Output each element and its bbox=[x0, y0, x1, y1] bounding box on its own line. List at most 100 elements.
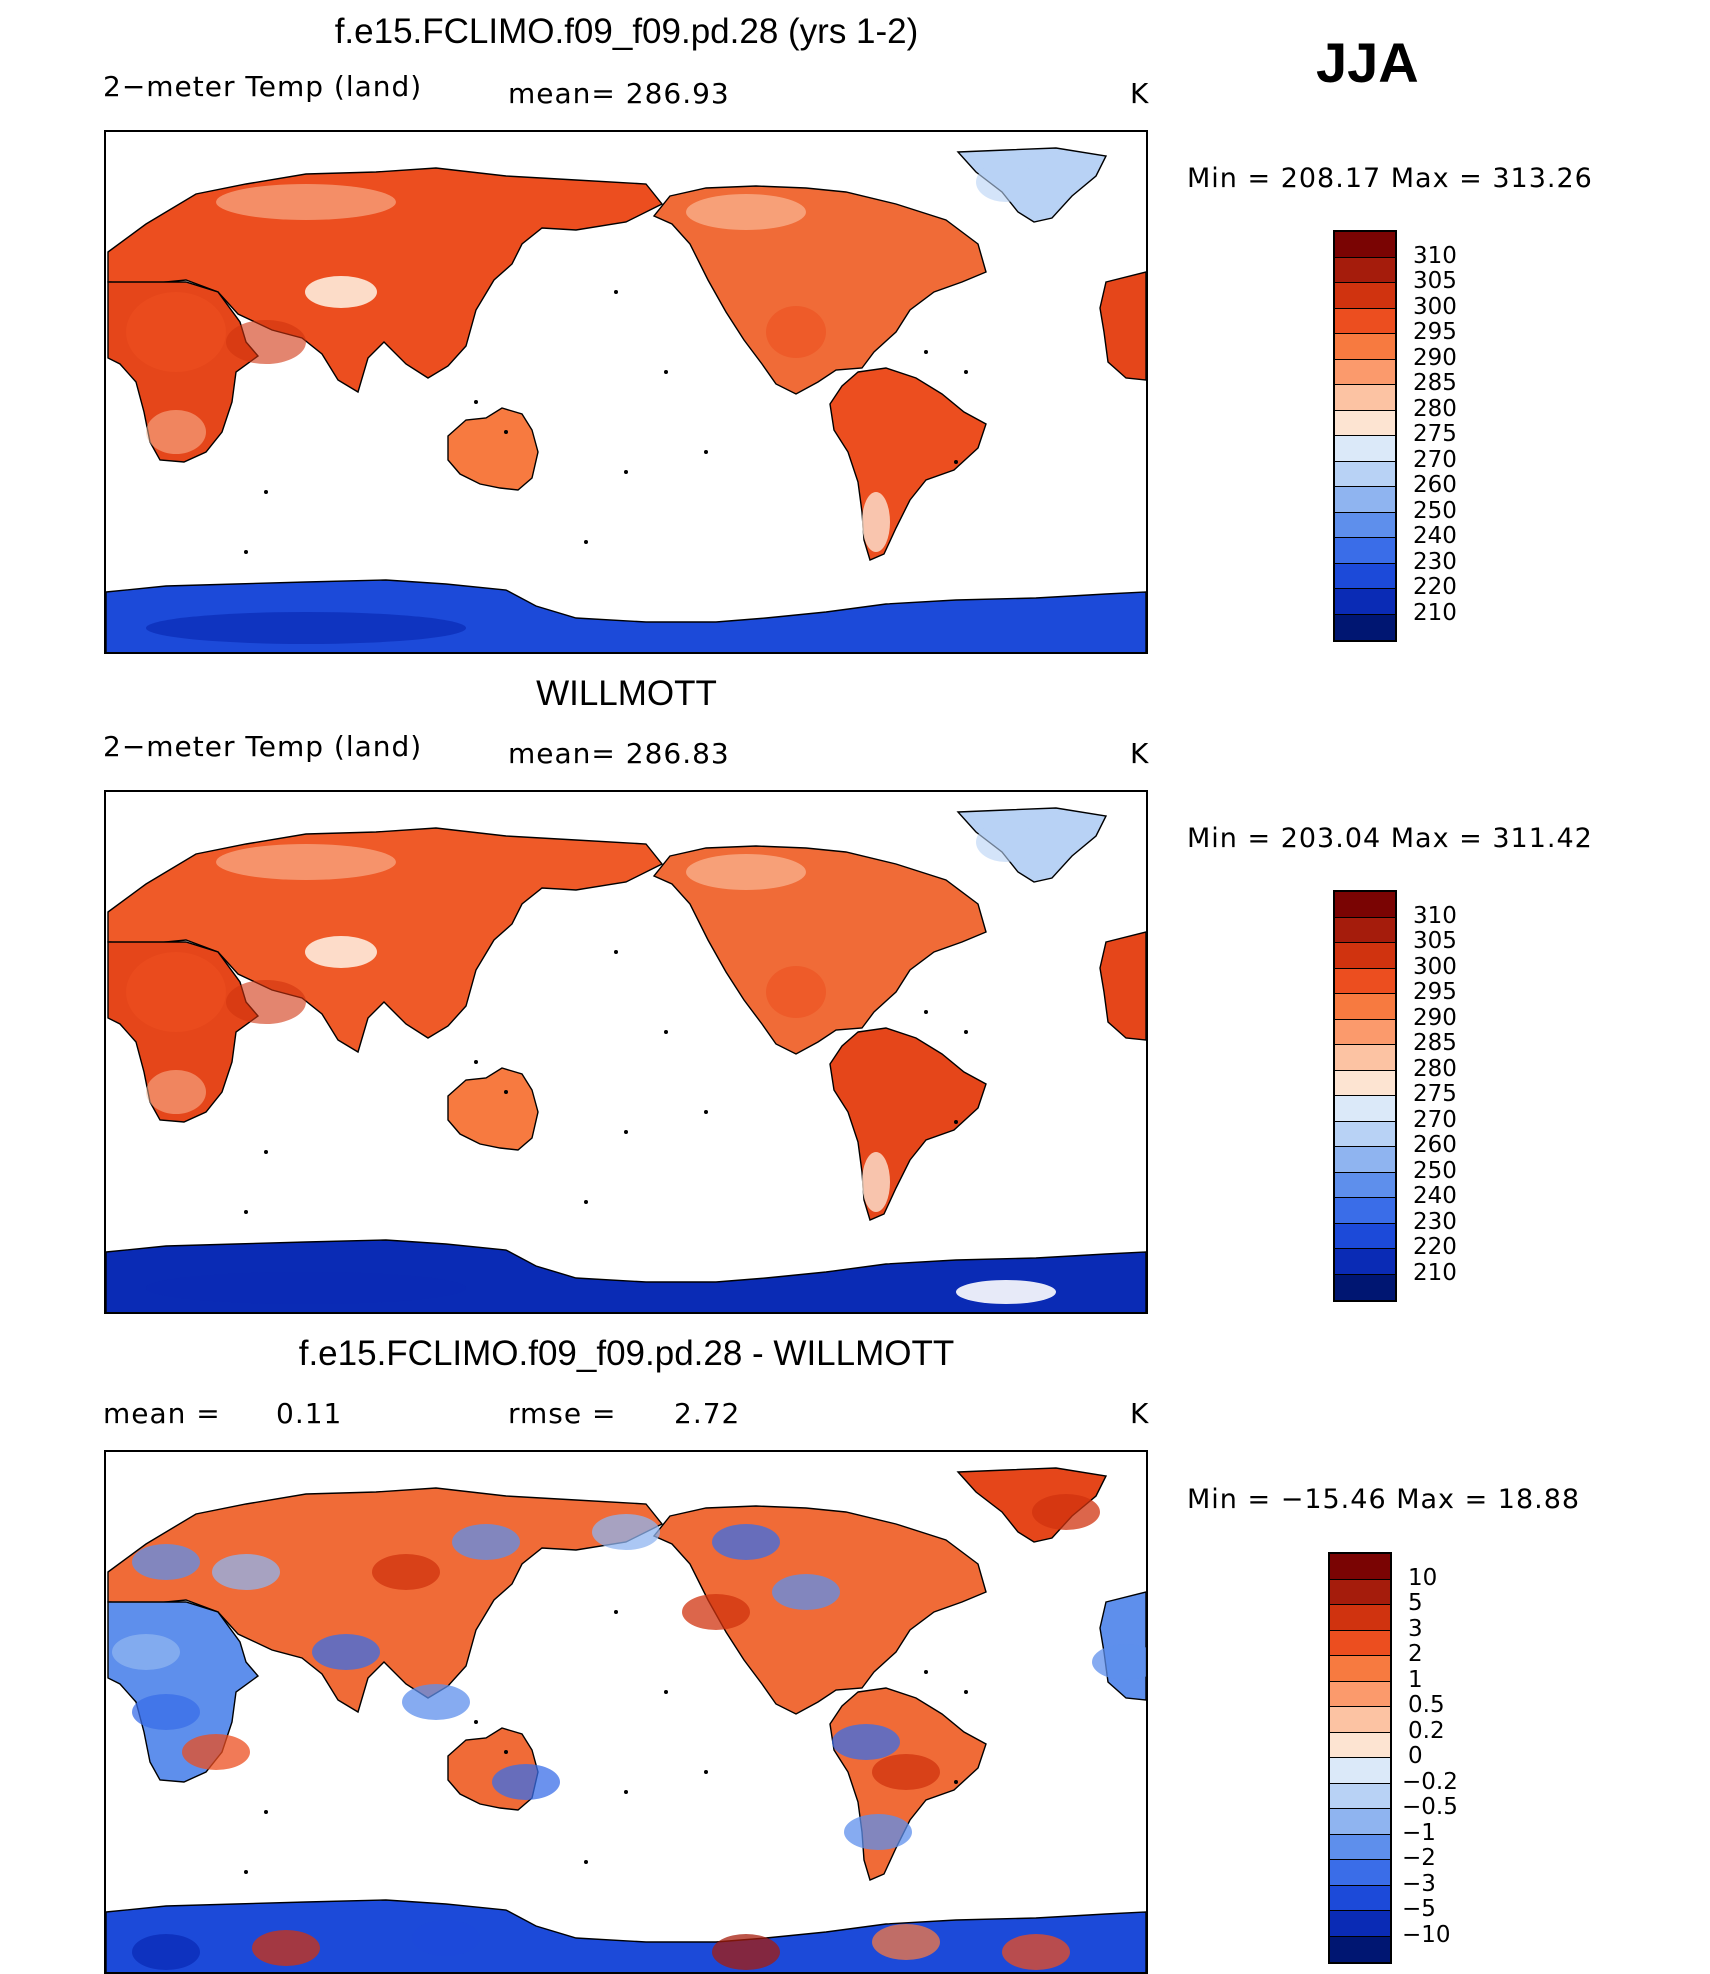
panel3-map bbox=[104, 1450, 1148, 1974]
panel2-units-label: K bbox=[1130, 737, 1150, 770]
colorbar-tick-label: 5 bbox=[1408, 1590, 1423, 1616]
colorbar-swatch bbox=[1335, 538, 1395, 564]
colorbar-tick-label: 290 bbox=[1413, 344, 1457, 371]
panel3-minmax: Min = −15.46 Max = 18.88 bbox=[1187, 1484, 1581, 1515]
colorbar-swatch bbox=[1330, 1681, 1390, 1707]
field-anomaly-blob bbox=[1002, 1934, 1070, 1970]
field-anomaly-blob bbox=[452, 1524, 520, 1560]
colorbar-swatch bbox=[1335, 359, 1395, 385]
colorbar-swatch bbox=[1335, 1249, 1395, 1275]
field-anomaly-blob bbox=[226, 320, 306, 364]
map-island bbox=[664, 370, 668, 374]
map-region-eurasia bbox=[107, 1487, 664, 1714]
colorbar-swatch bbox=[1330, 1630, 1390, 1656]
world-map-svg bbox=[106, 807, 1146, 1312]
colorbar-tick-label: 285 bbox=[1413, 1030, 1457, 1056]
panel2-variable-label: 2−meter Temp (land) bbox=[103, 730, 423, 763]
panel1-units-label: K bbox=[1130, 77, 1150, 110]
colorbar-tick-label: 230 bbox=[1413, 1208, 1457, 1235]
colorbar-swatch bbox=[1335, 968, 1395, 994]
field-anomaly-blob bbox=[146, 1070, 206, 1114]
map-island bbox=[954, 1780, 958, 1784]
map-island bbox=[504, 1750, 508, 1754]
map-island bbox=[704, 1770, 708, 1774]
field-anomaly-blob bbox=[1092, 1644, 1146, 1680]
colorbar-swatch bbox=[1330, 1707, 1390, 1733]
colorbar-tick-label: 280 bbox=[1413, 395, 1457, 422]
map-island bbox=[504, 430, 508, 434]
map-island bbox=[954, 460, 958, 464]
map-island bbox=[244, 550, 248, 554]
colorbar-tick-label: −1 bbox=[1402, 1819, 1436, 1846]
colorbar-swatch bbox=[1335, 257, 1395, 283]
map-island bbox=[664, 1690, 668, 1694]
map-island bbox=[704, 1110, 708, 1114]
field-anomaly-blob bbox=[766, 306, 826, 358]
panel1-mean-label: mean= 286.93 bbox=[508, 77, 730, 110]
season-label: JJA bbox=[1316, 31, 1419, 94]
field-anomaly-blob bbox=[252, 1930, 320, 1966]
colorbar-swatch bbox=[1330, 1885, 1390, 1911]
colorbar-swatch bbox=[1335, 487, 1395, 513]
field-anomaly-blob bbox=[976, 162, 1036, 202]
map-island bbox=[504, 1090, 508, 1094]
panel1-variable-label: 2−meter Temp (land) bbox=[103, 70, 423, 103]
field-anomaly-blob bbox=[402, 1684, 470, 1720]
field-shading bbox=[112, 1494, 1146, 1970]
panel2-colorbar bbox=[1333, 890, 1397, 1302]
map-island bbox=[954, 1120, 958, 1124]
map-island bbox=[474, 400, 478, 404]
colorbar-swatch bbox=[1335, 283, 1395, 309]
field-anomaly-blob bbox=[492, 1764, 560, 1800]
panel3-title: f.e15.FCLIMO.f09_f09.pd.28 - WILLMOTT bbox=[298, 1334, 955, 1373]
colorbar-tick-label: 2 bbox=[1408, 1641, 1423, 1667]
field-anomaly-blob bbox=[146, 410, 206, 454]
field-anomaly-blob bbox=[212, 1554, 280, 1590]
colorbar-tick-label: 285 bbox=[1413, 370, 1457, 396]
colorbar-tick-label: −0.5 bbox=[1402, 1794, 1458, 1820]
colorbar-tick-label: 300 bbox=[1413, 293, 1457, 320]
colorbar-tick-label: 210 bbox=[1413, 599, 1457, 626]
field-anomaly-blob bbox=[766, 966, 826, 1018]
panel1-minmax: Min = 208.17 Max = 313.26 bbox=[1187, 163, 1593, 194]
panel3-mean-value: 0.11 bbox=[276, 1397, 343, 1430]
colorbar-tick-label: −5 bbox=[1402, 1896, 1436, 1922]
map-island bbox=[584, 1200, 588, 1204]
field-anomaly-blob bbox=[976, 822, 1036, 862]
field-anomaly-blob bbox=[872, 1924, 940, 1960]
colorbar-tick-label: 210 bbox=[1413, 1259, 1457, 1286]
panel3-rmse-value: 2.72 bbox=[674, 1397, 741, 1430]
field-shading bbox=[126, 162, 1036, 644]
colorbar-tick-label: 290 bbox=[1413, 1004, 1457, 1031]
colorbar-swatch bbox=[1330, 1605, 1390, 1631]
colorbar-swatch bbox=[1330, 1911, 1390, 1937]
map-region-australia bbox=[447, 1067, 539, 1151]
map-island bbox=[614, 1610, 618, 1614]
colorbar-swatch bbox=[1335, 589, 1395, 615]
field-anomaly-blob bbox=[305, 936, 377, 968]
map-region-north-america bbox=[652, 845, 987, 1055]
colorbar-swatch bbox=[1330, 1936, 1390, 1962]
field-anomaly-blob bbox=[682, 1594, 750, 1630]
map-island bbox=[704, 450, 708, 454]
panel2-map bbox=[104, 790, 1148, 1314]
field-anomaly-blob bbox=[182, 1734, 250, 1770]
colorbar-swatch bbox=[1330, 1732, 1390, 1758]
field-anomaly-blob bbox=[146, 1272, 466, 1304]
colorbar-swatch bbox=[1330, 1783, 1390, 1809]
map-island bbox=[624, 470, 628, 474]
colorbar-tick-label: 305 bbox=[1413, 268, 1457, 294]
field-anomaly-blob bbox=[712, 1524, 780, 1560]
panel1-map bbox=[104, 130, 1148, 654]
colorbar-swatch bbox=[1330, 1554, 1390, 1580]
map-region-south-america bbox=[829, 1027, 987, 1221]
field-shading bbox=[126, 822, 1056, 1304]
field-anomaly-blob bbox=[132, 1694, 200, 1730]
colorbar-tick-label: 240 bbox=[1413, 1183, 1457, 1209]
panel3-mean-label: mean = bbox=[103, 1397, 221, 1430]
panel2-minmax: Min = 203.04 Max = 311.42 bbox=[1187, 823, 1593, 854]
colorbar-tick-label: −10 bbox=[1402, 1921, 1451, 1948]
map-island bbox=[584, 540, 588, 544]
colorbar-swatch bbox=[1335, 1019, 1395, 1045]
colorbar-swatch bbox=[1335, 232, 1395, 258]
